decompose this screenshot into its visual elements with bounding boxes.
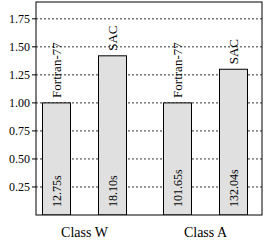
- tick-label: 1.00: [9, 96, 30, 110]
- series-name: Fortran-77: [49, 42, 64, 98]
- tick-label: 1.50: [9, 40, 30, 54]
- chart-container: 0.25 0.50 0.75 1.00 1.25 1.50 1.75 Fortran-77 12…: [0, 0, 269, 242]
- time-label: 132.04s: [227, 169, 241, 207]
- series-name: Fortran-77: [170, 42, 185, 98]
- tick-mark: [32, 186, 36, 187]
- tick-label: 0.75: [9, 124, 30, 138]
- bar: [220, 69, 248, 215]
- bar: [164, 103, 192, 215]
- tick-label: 0.25: [9, 180, 30, 194]
- category-label: Class A: [184, 225, 228, 240]
- tick-mark: [32, 130, 36, 131]
- category-label: Class W: [61, 225, 109, 240]
- bar: [43, 103, 71, 215]
- grid-line: [36, 18, 262, 19]
- tick-label: 0.50: [9, 152, 30, 166]
- tick-mark: [32, 102, 36, 103]
- tick-mark: [32, 74, 36, 75]
- time-label: 12.75s: [50, 175, 64, 207]
- time-label: 18.10s: [106, 175, 120, 207]
- tick-mark: [32, 18, 36, 19]
- bar: [99, 56, 127, 215]
- bars: [43, 56, 248, 215]
- series-name: SAC: [226, 39, 241, 64]
- tick-label: 1.25: [9, 68, 30, 82]
- tick-mark: [32, 46, 36, 47]
- tick-mark: [32, 158, 36, 159]
- time-label: 101.65s: [171, 169, 185, 207]
- tick-label: 1.75: [9, 12, 30, 26]
- series-name: SAC: [105, 26, 120, 51]
- bar-texts: Fortran-77 12.75s SAC 18.10s Fortran-77 101.6…: [49, 26, 241, 207]
- chart-svg: 0.25 0.50 0.75 1.00 1.25 1.50 1.75 Fortran-77 12…: [0, 0, 269, 242]
- plot-frame: [36, 2, 262, 215]
